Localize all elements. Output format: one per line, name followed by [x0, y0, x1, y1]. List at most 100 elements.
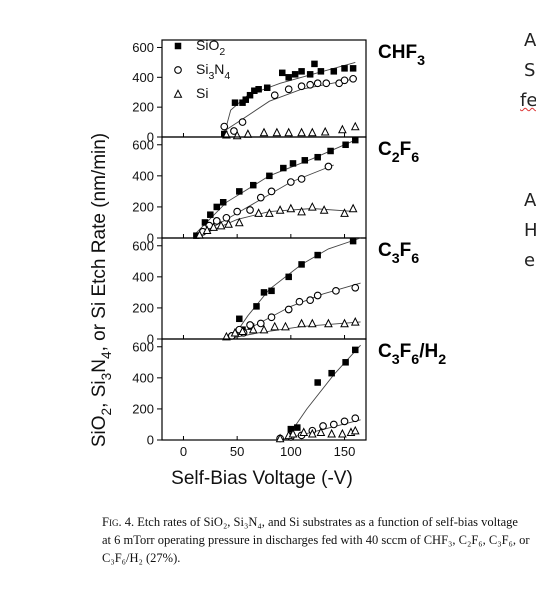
data-point-si: [350, 121, 360, 131]
data-point-si3n4: [313, 291, 322, 300]
data-point-sio2: [327, 147, 334, 155]
data-point-si: [350, 317, 360, 326]
data-point-si3n4: [267, 187, 276, 196]
x-tick-label: 50: [230, 444, 244, 459]
data-point-si: [286, 203, 296, 213]
data-point-sio2: [349, 65, 357, 72]
data-point-si: [243, 129, 253, 138]
data-point-si3n4: [284, 85, 293, 94]
data-point-sio2: [342, 359, 349, 366]
data-point-si3n4: [256, 319, 265, 328]
data-point-sio2: [236, 315, 243, 323]
y-tick-label: 400: [132, 168, 154, 183]
figure-caption: Fig. 4. Etch rates of SiO₂, Si₃N₄, and S…: [102, 513, 530, 567]
x-tick-label: 150: [334, 444, 356, 459]
y-tick-label: 200: [132, 100, 154, 115]
data-point-si3n4: [222, 213, 231, 222]
panels-layer: 0 200 400 600 CHF3 0 200 400 600 C2F6 0 200 400 600 C3…: [132, 39, 446, 448]
data-point-sio2: [207, 211, 214, 218]
data-point-si: [297, 127, 306, 137]
panel-label: C3F6/H2: [378, 341, 446, 368]
data-point-sio2: [255, 85, 262, 93]
data-point-sio2: [306, 71, 314, 78]
data-point-sio2: [328, 369, 335, 377]
data-point-si: [248, 324, 258, 334]
data-point-si: [259, 127, 269, 137]
legend-marker-si3n4: [174, 66, 182, 74]
x-axis-title: Self-Bias Voltage (-V): [171, 468, 353, 489]
data-point-si3n4: [212, 217, 221, 225]
data-point-sio2: [236, 188, 243, 195]
data-point-si: [297, 206, 306, 216]
data-point-si3n4: [246, 206, 254, 214]
panel-0: 0 200 400 600 CHF3: [132, 39, 425, 145]
data-point-sio2: [279, 69, 286, 77]
data-point-si3n4: [324, 162, 333, 171]
side-text-line6: e: [524, 250, 536, 271]
side-text-line1: A: [524, 30, 536, 51]
data-point-si: [340, 318, 349, 328]
data-point-sio2: [219, 199, 227, 206]
data-point-si3n4: [286, 178, 295, 186]
data-point-sio2: [201, 219, 209, 226]
data-point-si3n4: [349, 74, 357, 83]
data-point-si: [307, 428, 317, 438]
data-point-si3n4: [351, 283, 360, 292]
panel-2: 0 200 400 600 C3F6: [132, 237, 419, 347]
panel-label: CHF3: [378, 42, 425, 69]
side-text-line2: S: [524, 60, 536, 81]
panel-1: 0 200 400 600 C2F6: [132, 136, 419, 246]
data-point-si: [338, 428, 347, 438]
legend-label: SiO2: [196, 37, 225, 58]
data-point-sio2: [317, 68, 325, 75]
panel-label: C3F6: [378, 240, 419, 267]
data-point-si: [281, 321, 290, 331]
legend-marker-sio2: [174, 42, 182, 50]
data-point-si3n4: [238, 118, 247, 126]
data-point-si3n4: [233, 207, 242, 216]
legend: SiO2 Si3N4 Si: [173, 37, 230, 101]
etch-rate-chart: 0 200 400 600 CHF3 0 200 400 600 C2F6 0 200 400 600 C3…: [89, 37, 446, 489]
y-tick-label: 600: [132, 339, 154, 354]
data-point-sio2: [349, 237, 357, 245]
data-point-sio2: [266, 172, 273, 180]
data-point-si3n4: [297, 175, 306, 183]
caption-text: Etch rates of SiO₂, Si₃N₄, and Si substr…: [102, 515, 530, 565]
legend-label: Si3N4: [196, 61, 230, 82]
x-axis-ticks: 0 50 100 150: [180, 444, 356, 459]
data-point-si: [222, 331, 231, 341]
data-point-si: [238, 326, 247, 335]
data-point-si3n4: [284, 305, 293, 314]
data-point-si: [319, 205, 329, 214]
data-point-si: [320, 126, 330, 136]
data-point-si: [209, 222, 218, 231]
data-point-si: [299, 427, 309, 436]
side-text-line4: A: [524, 190, 536, 211]
data-point-si: [316, 427, 326, 436]
data-point-sio2: [298, 68, 305, 75]
y-axis-title: SiO2, Si3N4, or Si Etch Rate (nm/min): [89, 133, 114, 447]
data-point-si3n4: [329, 420, 338, 429]
x-tick-label: 0: [180, 444, 187, 459]
data-point-si: [216, 220, 226, 230]
x-tick-label: 100: [280, 444, 302, 459]
data-point-sio2: [289, 160, 297, 167]
data-point-si: [340, 208, 349, 217]
data-point-si3n4: [313, 79, 322, 88]
y-tick-label: 400: [132, 269, 154, 284]
panel-frame: [161, 338, 367, 441]
data-point-si: [202, 225, 212, 234]
data-point-si: [324, 318, 333, 328]
data-point-sio2: [221, 130, 228, 138]
panel-label: C2F6: [378, 139, 419, 166]
data-point-si: [350, 425, 360, 435]
data-point-si3n4: [306, 296, 315, 305]
data-point-si3n4: [297, 82, 306, 91]
data-point-si3n4: [332, 286, 340, 295]
data-point-si: [338, 124, 347, 134]
data-point-si: [307, 202, 317, 211]
y-tick-label: 200: [132, 300, 154, 315]
data-point-si: [224, 219, 233, 228]
data-point-sio2: [280, 164, 287, 172]
data-point-si: [297, 318, 306, 328]
